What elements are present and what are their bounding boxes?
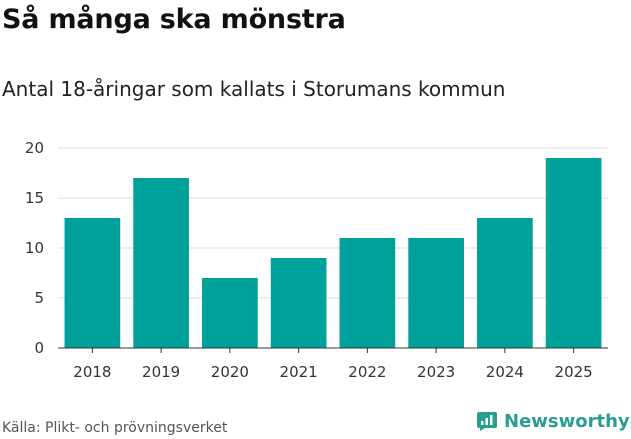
bar [270,258,327,348]
newsworthy-logo-icon [477,412,497,431]
x-tick-label: 2023 [417,363,455,381]
y-tick-label: 10 [25,239,44,257]
bar [545,158,602,348]
x-tick-label: 2024 [486,363,524,381]
chart-title: Så många ska mönstra [2,4,346,35]
brand-name: Newsworthy [504,410,630,432]
x-tick-label: 2021 [280,363,318,381]
bar [64,218,121,348]
source-note: Källa: Plikt- och prövningsverket [2,420,228,436]
bar [408,238,464,348]
chart-subtitle: Antal 18-åringar som kallats i Storumans… [2,77,506,101]
y-tick-label: 15 [25,189,44,207]
newsworthy-logo: Newsworthy [476,410,630,432]
x-tick-label: 2018 [73,363,111,381]
y-tick-label: 20 [25,139,44,157]
x-tick-label: 2019 [142,363,180,381]
x-tick-label: 2025 [555,363,593,381]
bar [339,238,396,348]
y-tick-label: 5 [34,289,44,307]
y-tick-label: 0 [34,339,44,357]
bar [477,218,533,348]
bar [202,278,258,348]
bar [133,178,189,348]
x-tick-label: 2020 [211,363,249,381]
x-tick-label: 2022 [348,363,386,381]
